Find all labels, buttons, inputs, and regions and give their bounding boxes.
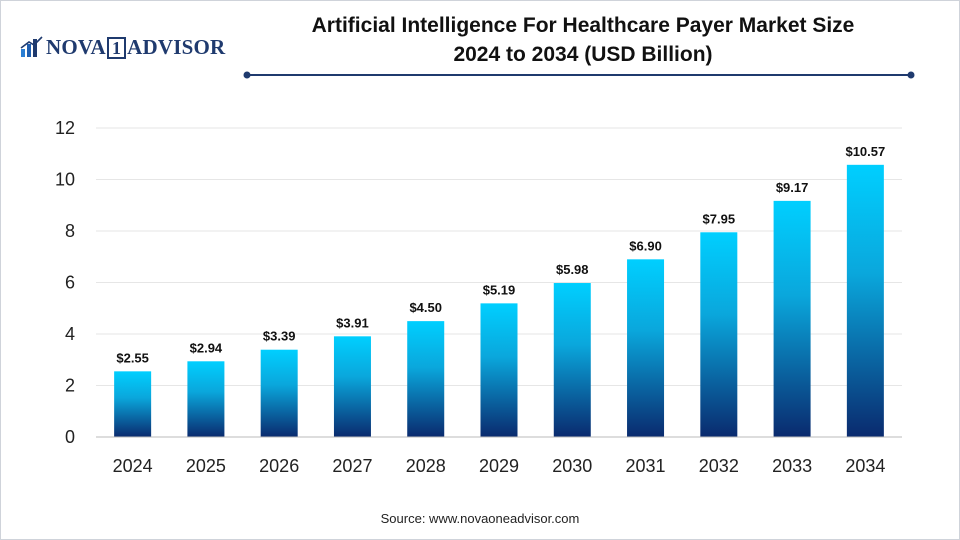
bar — [114, 371, 152, 437]
x-axis-ticks: 2024 2025 2026 2027 2028 2029 2030 2031 2032 2033… — [113, 456, 886, 476]
bar — [700, 232, 738, 437]
bar-chart-icon — [20, 36, 43, 57]
bar — [846, 164, 884, 437]
logo: NOVA 1 ADVISOR — [20, 34, 225, 60]
data-label: $9.17 — [776, 180, 809, 195]
logo-name-left: NOVA — [46, 34, 106, 59]
data-label: $2.94 — [190, 340, 223, 355]
x-tick-label: 2026 — [259, 456, 299, 476]
x-tick-label: 2029 — [479, 456, 519, 476]
y-tick-label: 12 — [55, 118, 75, 138]
source-note: Source: www.novaoneadvisor.com — [380, 511, 580, 526]
bar — [407, 321, 445, 437]
bar — [480, 303, 518, 437]
bar — [333, 336, 371, 437]
x-tick-label: 2034 — [845, 456, 885, 476]
chart-title: Artificial Intelligence For Healthcare P… — [258, 11, 908, 69]
bar — [187, 361, 225, 437]
x-tick-label: 2025 — [186, 456, 226, 476]
x-tick-label: 2027 — [332, 456, 372, 476]
bar — [773, 200, 811, 437]
bar — [627, 259, 665, 437]
y-axis-ticks: 0 2 4 6 8 10 12 — [55, 118, 75, 447]
y-tick-label: 6 — [65, 273, 75, 293]
data-label: $2.55 — [116, 350, 149, 365]
data-labels: $2.55 $2.94 $3.39 $3.91 $4.50 $5.19 $5.98 $6.90… — [116, 144, 885, 366]
bars — [114, 164, 884, 437]
data-label: $5.98 — [556, 262, 589, 277]
y-tick-label: 0 — [65, 427, 75, 447]
bar — [260, 349, 298, 437]
logo-text: NOVA 1 ADVISOR — [46, 35, 225, 60]
x-tick-label: 2028 — [406, 456, 446, 476]
data-label: $7.95 — [703, 211, 736, 226]
x-tick-label: 2030 — [552, 456, 592, 476]
x-tick-label: 2031 — [626, 456, 666, 476]
logo-name-right: ADVISOR — [127, 34, 226, 59]
data-label: $3.39 — [263, 329, 296, 344]
data-label: $3.91 — [336, 315, 369, 330]
x-tick-label: 2032 — [699, 456, 739, 476]
data-label: $6.90 — [629, 238, 662, 253]
x-tick-label: 2033 — [772, 456, 812, 476]
y-tick-label: 8 — [65, 221, 75, 241]
y-tick-label: 4 — [65, 324, 75, 344]
y-tick-label: 2 — [65, 376, 75, 396]
data-label: $5.19 — [483, 282, 516, 297]
chart-title-line-2: 2024 to 2034 (USD Billion) — [453, 43, 713, 66]
title-underline — [243, 71, 915, 79]
y-tick-label: 10 — [55, 170, 75, 190]
data-label: $4.50 — [409, 300, 442, 315]
logo-name-box: 1 — [106, 36, 127, 59]
data-label: $10.57 — [845, 144, 885, 159]
bar — [553, 283, 591, 437]
chart-title-line-1: Artificial Intelligence For Healthcare P… — [311, 14, 855, 37]
x-tick-label: 2024 — [113, 456, 153, 476]
